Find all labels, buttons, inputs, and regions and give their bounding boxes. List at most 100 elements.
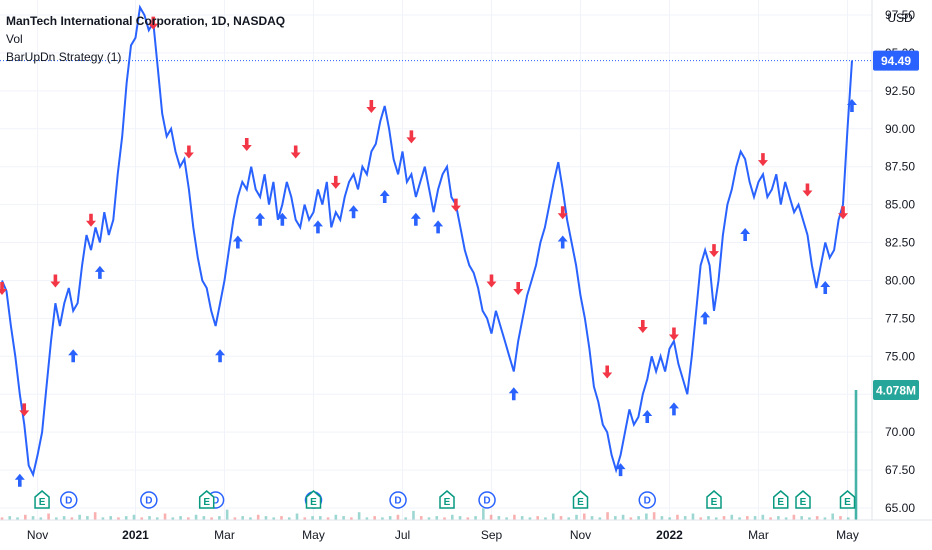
- volume-bar: [233, 517, 237, 520]
- currency-label[interactable]: USD: [887, 11, 913, 25]
- volume-bar: [171, 517, 175, 520]
- volume-bar: [808, 517, 811, 520]
- volume-bar: [784, 517, 788, 520]
- volume-bar: [388, 516, 392, 520]
- volume-bar: [761, 514, 765, 520]
- volume-bar: [839, 516, 842, 520]
- strategy-indicator-label[interactable]: BarUpDn Strategy (1): [6, 50, 122, 64]
- svg-text:94.49: 94.49: [881, 54, 911, 68]
- long-signal-arrow: [846, 99, 857, 113]
- earnings-marker[interactable]: E: [706, 490, 722, 509]
- svg-text:E: E: [310, 497, 317, 508]
- svg-text:E: E: [444, 497, 451, 508]
- svg-text:D: D: [65, 496, 72, 507]
- time-tick-label: May: [836, 528, 859, 542]
- volume-bar: [140, 517, 144, 520]
- volume-bar: [272, 517, 276, 520]
- volume-bar: [575, 514, 578, 520]
- volume-bar: [722, 516, 726, 520]
- short-signal-arrow: [838, 206, 849, 220]
- short-signal-arrow: [290, 145, 301, 159]
- volume-bar: [396, 514, 400, 520]
- short-signal-arrow: [486, 274, 497, 288]
- volume-bar: [132, 514, 136, 520]
- earnings-marker[interactable]: E: [839, 490, 856, 509]
- earnings-marker[interactable]: E: [305, 490, 322, 509]
- chart-grid: [0, 0, 872, 520]
- volume-bar: [482, 508, 485, 520]
- volume-bar: [163, 513, 167, 520]
- svg-text:E: E: [711, 497, 718, 508]
- volume-bar: [303, 517, 307, 520]
- long-signal-arrow: [642, 409, 653, 423]
- volume-bar: [528, 517, 532, 520]
- price-tick-label: 65.00: [885, 501, 915, 515]
- short-signal-arrow: [602, 365, 613, 379]
- earnings-marker[interactable]: E: [34, 490, 50, 509]
- volume-bar: [520, 516, 524, 520]
- dividend-marker[interactable]: D: [478, 491, 496, 509]
- volume-bar: [559, 516, 563, 520]
- volume-bar: [334, 514, 338, 520]
- volume-bar: [753, 516, 757, 520]
- volume-bar: [513, 514, 516, 520]
- long-signal-arrow: [277, 212, 288, 226]
- volume-bar: [815, 516, 819, 520]
- volume-bar: [326, 517, 330, 520]
- long-signal-arrow: [508, 387, 519, 401]
- volume-bar: [621, 514, 625, 520]
- volume-bar: [551, 513, 555, 520]
- svg-text:E: E: [844, 497, 851, 508]
- dividend-marker[interactable]: D: [389, 491, 407, 509]
- earnings-marker[interactable]: E: [572, 490, 589, 509]
- short-signal-arrow: [0, 282, 7, 296]
- svg-text:E: E: [577, 497, 584, 508]
- time-tick-label: 2022: [656, 528, 683, 542]
- dividend-marker[interactable]: D: [140, 491, 158, 509]
- volume-bar: [652, 512, 656, 520]
- price-series-line: [1, 4, 853, 478]
- earnings-marker[interactable]: E: [795, 490, 811, 509]
- volume-bar: [202, 516, 206, 520]
- volume-bar: [287, 517, 291, 520]
- volume-bar: [489, 514, 493, 520]
- volume-bar: [373, 516, 376, 520]
- long-signal-arrow: [348, 205, 359, 219]
- volume-indicator-label[interactable]: Vol: [6, 32, 23, 46]
- volume-bar: [62, 516, 66, 520]
- volume-bar: [86, 516, 89, 520]
- volume-bar: [590, 516, 594, 520]
- dividend-marker[interactable]: D: [60, 491, 78, 509]
- volume-bar: [78, 514, 81, 520]
- earnings-marker[interactable]: E: [773, 490, 789, 509]
- short-signal-arrow: [757, 153, 768, 167]
- volume-bar: [458, 516, 462, 520]
- volume-bar: [47, 513, 50, 520]
- volume-bar: [155, 517, 159, 520]
- last-price-badge: 94.49: [873, 50, 919, 71]
- price-tick-label: 87.50: [885, 160, 915, 174]
- volume-bar: [474, 516, 477, 520]
- volume-bar: [738, 517, 741, 520]
- short-signal-arrow: [86, 213, 96, 227]
- svg-text:D: D: [145, 496, 152, 507]
- earnings-marker[interactable]: E: [439, 490, 455, 509]
- short-signal-arrow: [19, 403, 30, 417]
- volume-bar: [450, 514, 454, 520]
- price-axis: 65.0067.5070.0072.5075.0077.5080.0082.50…: [885, 8, 915, 515]
- dividend-marker[interactable]: D: [638, 491, 656, 509]
- volume-bar: [536, 516, 539, 520]
- volume-bar: [683, 516, 687, 520]
- volume-bar: [109, 516, 112, 520]
- volume-bar: [381, 517, 384, 520]
- volume-bar: [117, 517, 120, 520]
- volume-bar: [8, 516, 12, 520]
- symbol-title[interactable]: ManTech International Corporation, 1D, N…: [6, 14, 286, 28]
- volume-bar: [823, 517, 827, 520]
- volume-bar: [280, 516, 283, 520]
- volume-bar: [187, 517, 190, 520]
- earnings-marker[interactable]: E: [198, 490, 215, 509]
- long-signal-arrow: [700, 311, 711, 325]
- volume-bar: [497, 516, 501, 520]
